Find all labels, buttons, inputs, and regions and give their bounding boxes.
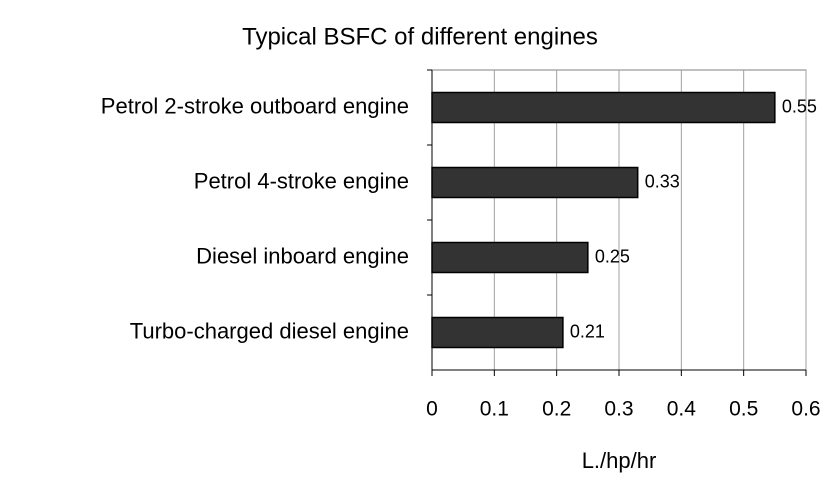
x-tick-label: 0.5 xyxy=(729,398,758,421)
x-tick-label: 0.6 xyxy=(791,398,820,421)
value-label: 0.55 xyxy=(782,96,817,116)
bar xyxy=(431,316,564,349)
x-tick-label: 0 xyxy=(426,398,438,421)
y-tick-label: Petrol 4-stroke engine xyxy=(194,168,409,193)
y-tick-label: Diesel inboard engine xyxy=(196,243,409,268)
x-tick-label: 0.1 xyxy=(480,398,509,421)
x-tick-label: 0.3 xyxy=(604,398,633,421)
value-label: 0.21 xyxy=(570,321,605,341)
value-label: 0.25 xyxy=(595,246,630,266)
chart-title: Typical BSFC of different engines xyxy=(242,23,598,50)
y-tick-label: Petrol 2-stroke outboard engine xyxy=(101,93,409,118)
x-tick-label: 0.2 xyxy=(542,398,571,421)
x-tick-label: 0.4 xyxy=(667,398,697,421)
value-label: 0.33 xyxy=(645,171,680,191)
y-tick-label: Turbo-charged diesel engine xyxy=(130,318,409,343)
bar xyxy=(431,241,589,274)
x-axis-label: L./hp/hr xyxy=(582,448,657,473)
bar xyxy=(431,166,639,199)
bar xyxy=(431,91,776,124)
